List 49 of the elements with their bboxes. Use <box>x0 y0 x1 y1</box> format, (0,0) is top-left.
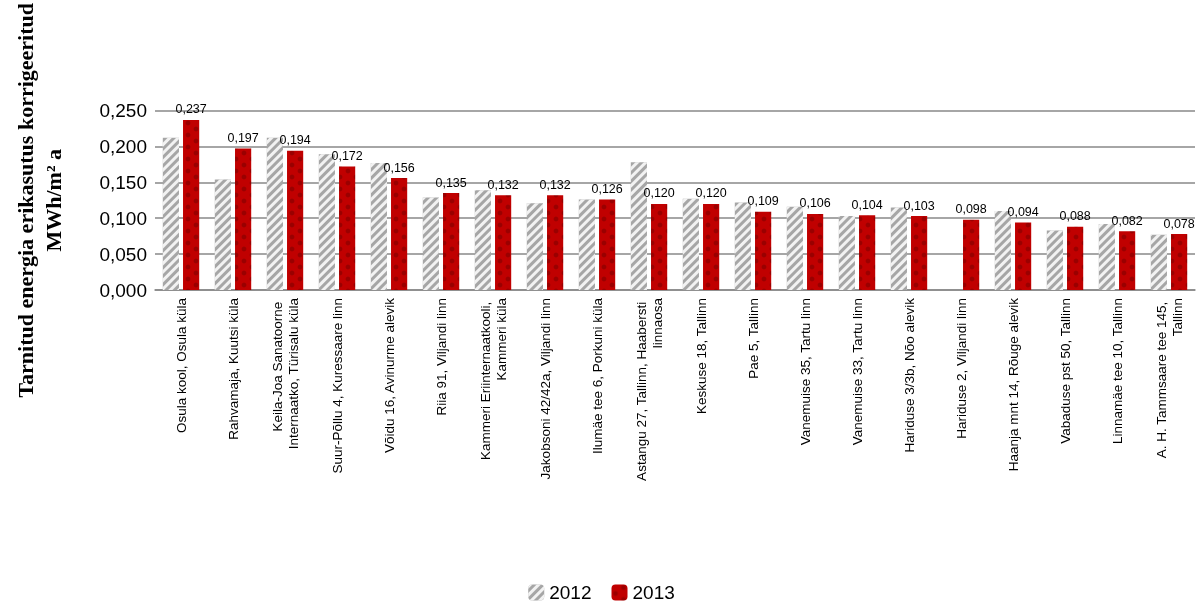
data-label: 0,197 <box>227 131 259 146</box>
x-tick-label: Võidu 16, Avinurme alevik <box>381 297 397 454</box>
y-tick-label: 0,200 <box>99 135 147 157</box>
x-tick-label: Kammeri Eriinternaatkooli, Kammeri küla <box>477 297 509 461</box>
x-tick-label: Ilumäe tee 6, Porkuni küla <box>589 297 605 455</box>
x-tick-label: Riia 91, Viljandi linn <box>433 298 449 416</box>
data-label: 0,098 <box>955 202 987 217</box>
data-label: 0,237 <box>175 102 207 117</box>
data-label: 0,078 <box>1163 216 1195 231</box>
data-label: 0,120 <box>695 186 727 201</box>
x-tick-label: Vabaduse pst 50, Tallinn <box>1057 298 1073 444</box>
data-label: 0,088 <box>1059 209 1091 224</box>
x-tick-label: Suur-Põllu 4, Kuressaare linn <box>329 298 345 474</box>
y-tick-label: 0,100 <box>99 207 147 229</box>
data-label: 0,156 <box>383 160 415 175</box>
data-label: 0,094 <box>1007 205 1039 220</box>
data-label: 0,109 <box>747 194 779 209</box>
x-tick-label: Hariduse 2, Viljandi linn <box>953 298 969 439</box>
y-tick-label: 0,150 <box>99 171 147 193</box>
x-tick-label: Jakobsoni 42/42a, Viljandi linn <box>537 298 553 480</box>
x-tick-label: Linnamäe tee 10, Tallinn <box>1109 298 1125 445</box>
x-tick-label: Rahvamaja, Kuutsi küla <box>225 297 241 440</box>
data-label: 0,172 <box>331 149 363 164</box>
x-tick-label: A. H. Tammsaare tee 145, Tallinn <box>1153 298 1185 459</box>
x-tick-label: Haanja mnt 14, Rõuge alevik <box>1005 297 1021 472</box>
legend-label: 2013 <box>632 582 675 603</box>
data-label: 0,120 <box>643 186 675 201</box>
x-tick-label: Keila-Joa Sanatoorne Internaatko, Türisalu küla <box>269 297 301 450</box>
x-tick-label: Hariduse 3/3b, Nõo alevik <box>901 297 917 453</box>
x-tick-label: Pae 5, Tallinn <box>745 298 761 379</box>
x-tick-label: Osula kool, Osula küla <box>173 297 189 434</box>
x-tick-label: Keskuse 18, Tallinn <box>693 298 709 415</box>
data-label: 0,132 <box>487 177 519 192</box>
legend-label: 2012 <box>549 582 592 603</box>
y-tick-label: 0,050 <box>99 243 147 265</box>
data-label: 0,082 <box>1111 213 1143 228</box>
data-label: 0,104 <box>851 197 883 212</box>
data-label: 0,126 <box>591 182 623 197</box>
y-axis-title: Tarnitud energia erikasutus korrigeeritud MWh/m² a <box>12 2 66 398</box>
data-label: 0,103 <box>903 198 935 213</box>
data-label: 0,132 <box>539 177 571 192</box>
data-label: 0,106 <box>799 196 831 211</box>
data-label: 0,194 <box>279 133 311 148</box>
x-tick-label: Vanemuise 35, Tartu linn <box>797 298 813 446</box>
x-tick-label: Vanemuise 33, Tartu linn <box>849 298 865 446</box>
data-label: 0,135 <box>435 175 467 190</box>
x-tick-label: Astangu 27, Tallinn, Haabersti linnaosa <box>633 297 665 481</box>
y-tick-label: 0,250 <box>99 100 147 122</box>
y-tick-label: 0,000 <box>99 279 147 301</box>
